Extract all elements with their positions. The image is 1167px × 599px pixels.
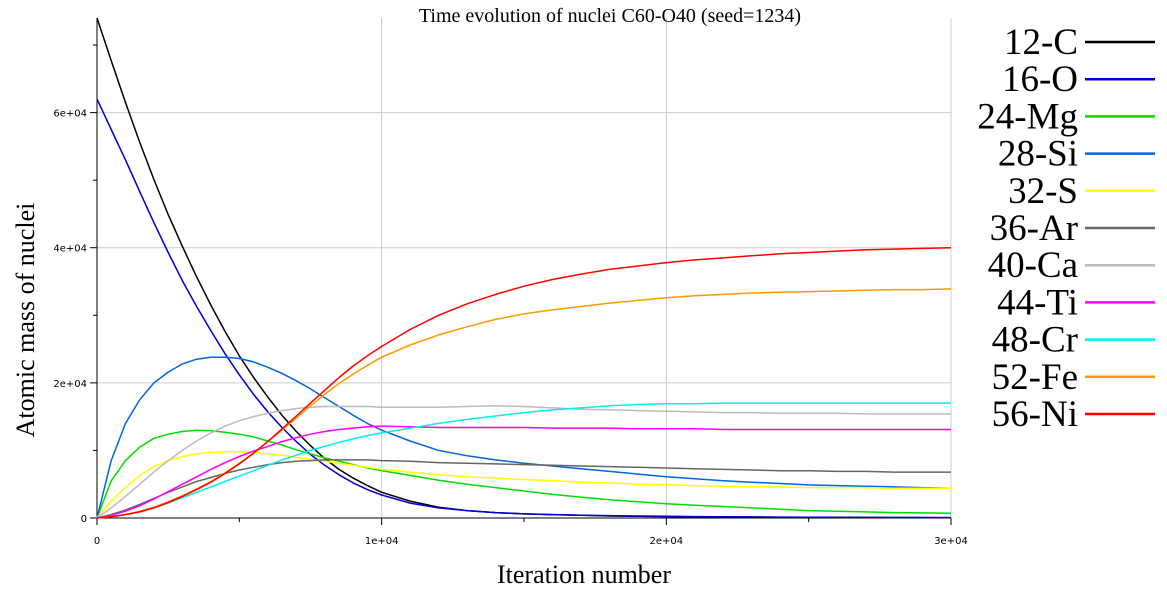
- legend-label-12-C: 12-C: [1004, 22, 1078, 63]
- series-line-40-Ca: [96, 405, 951, 519]
- legend-label-16-O: 16-O: [1002, 59, 1078, 100]
- x-tick-label: 3e+04: [934, 536, 968, 547]
- series-line-16-O: [96, 98, 952, 519]
- legend-label-44-Ti: 44-Ti: [997, 282, 1078, 323]
- series-line-32-S: [96, 451, 951, 519]
- legend-label-36-Ar: 36-Ar: [990, 208, 1078, 249]
- x-tick-label: 1e+04: [365, 536, 399, 547]
- y-tick-label: 2e+04: [53, 379, 87, 390]
- legend-label-32-S: 32-S: [1008, 171, 1078, 212]
- chart-title: Time evolution of nuclei C60-O40 (seed=1…: [419, 5, 801, 27]
- series-lines: [96, 17, 952, 519]
- grid: [97, 18, 952, 518]
- y-tick-label: 0: [81, 514, 87, 525]
- x-tick-label: 2e+04: [650, 536, 684, 547]
- series-line-36-Ar: [96, 459, 951, 519]
- legend-label-48-Cr: 48-Cr: [992, 320, 1078, 361]
- legend: 12-C16-O24-Mg28-Si32-S36-Ar40-Ca44-Ti48-…: [977, 22, 1155, 435]
- y-axis-title: Atomic mass of nuclei: [11, 203, 40, 438]
- series-line-24-Mg: [96, 429, 952, 519]
- x-tick-label: 0: [94, 536, 100, 547]
- legend-label-40-Ca: 40-Ca: [988, 245, 1078, 286]
- legend-label-52-Fe: 52-Fe: [992, 357, 1078, 398]
- series-line-56-Ni: [96, 246, 952, 519]
- legend-label-24-Mg: 24-Mg: [977, 96, 1078, 137]
- legend-label-28-Si: 28-Si: [998, 134, 1078, 175]
- x-axis-title: Iteration number: [497, 560, 671, 589]
- plot-area: [97, 18, 951, 518]
- y-tick-label: 6e+04: [53, 109, 87, 120]
- series-line-48-Cr: [96, 402, 951, 519]
- y-tick-label: 4e+04: [53, 244, 87, 255]
- series-line-28-Si: [96, 356, 952, 519]
- series-line-44-Ti: [96, 425, 951, 519]
- tick-labels: 0 1e+04 2e+04 3e+04 0 2e+04 4e+04 6e+04: [53, 109, 967, 547]
- legend-label-56-Ni: 56-Ni: [992, 394, 1078, 435]
